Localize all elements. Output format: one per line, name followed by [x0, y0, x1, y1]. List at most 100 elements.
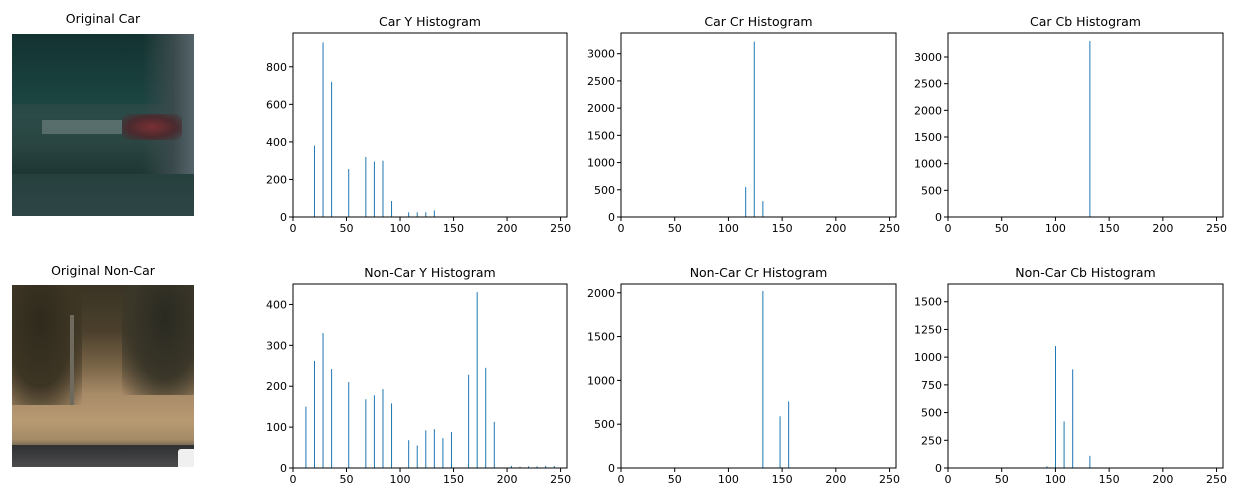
y-tick-label-car-cr-2000: 2000 [587, 102, 615, 115]
bar-non-car-y-24 [553, 465, 555, 468]
plot-frame-car-cr [620, 32, 897, 218]
plot-frame-car-cb [947, 32, 1224, 218]
bar-car-cb-0 [1089, 41, 1091, 217]
x-tick-label-car-y-100: 100 [390, 222, 411, 235]
bar-car-y-10 [425, 212, 427, 217]
bar-non-car-y-18 [493, 421, 495, 468]
bar-non-car-y-22 [536, 466, 538, 468]
x-tick-label-non-car-y-150: 150 [443, 473, 464, 486]
y-tick-label-non-car-y-100: 100 [266, 421, 287, 434]
bar-non-car-y-11 [425, 430, 427, 468]
y-tick-label-car-cr-0: 0 [608, 211, 615, 224]
bar-non-car-cb-4 [1089, 455, 1091, 468]
bar-non-car-cr-1 [779, 416, 781, 468]
y-tick-label-non-car-y-400: 400 [266, 298, 287, 311]
y-tick-label-non-car-cb-1000: 1000 [914, 351, 942, 364]
x-tick-label-non-car-cr-0: 0 [618, 473, 625, 486]
bar-non-car-cb-1 [1054, 346, 1056, 468]
y-tick-label-non-car-cb-500: 500 [921, 407, 942, 420]
y-tick-label-car-y-0: 0 [280, 211, 287, 224]
chart-title-non-car-cb: Non-Car Cb Histogram [1015, 265, 1156, 280]
plot-frame-non-car-cr [620, 283, 897, 469]
car-image [12, 34, 194, 216]
x-tick-label-non-car-y-200: 200 [497, 473, 518, 486]
x-tick-label-non-car-cr-200: 200 [825, 473, 846, 486]
bar-non-car-y-19 [510, 465, 512, 468]
y-tick-label-car-y-800: 800 [266, 61, 287, 74]
x-tick-label-non-car-y-0: 0 [290, 473, 297, 486]
x-tick-label-car-cr-50: 50 [668, 222, 682, 235]
bar-car-y-4 [365, 156, 367, 217]
y-tick-label-non-car-y-300: 300 [266, 339, 287, 352]
x-tick-label-non-car-cr-50: 50 [668, 473, 682, 486]
chart-title-car-y: Car Y Histogram [379, 14, 481, 29]
x-tick-label-car-cr-250: 250 [879, 222, 900, 235]
bar-non-car-y-14 [450, 432, 452, 468]
chart-title-non-car-y: Non-Car Y Histogram [364, 265, 496, 280]
x-tick-label-non-car-cb-0: 0 [945, 473, 952, 486]
x-tick-label-non-car-cr-150: 150 [772, 473, 793, 486]
x-tick-label-car-y-150: 150 [443, 222, 464, 235]
x-tick-label-non-car-cb-50: 50 [995, 473, 1009, 486]
bar-non-car-cr-2 [788, 401, 790, 468]
x-tick-label-non-car-cb-250: 250 [1206, 473, 1227, 486]
x-tick-label-car-cb-200: 200 [1152, 222, 1173, 235]
bar-non-car-cr-0 [762, 291, 764, 468]
y-tick-label-car-cb-2500: 2500 [914, 78, 942, 91]
y-tick-label-car-cb-1000: 1000 [914, 158, 942, 171]
bar-non-car-y-3 [331, 369, 333, 468]
x-tick-label-non-car-cb-150: 150 [1099, 473, 1120, 486]
bar-car-cr-0 [745, 187, 747, 217]
x-tick-label-car-y-50: 50 [340, 222, 354, 235]
bar-car-y-7 [391, 201, 393, 217]
chart-title-car-cb: Car Cb Histogram [1030, 14, 1141, 29]
bar-car-y-6 [382, 160, 384, 217]
bar-car-y-5 [373, 161, 375, 217]
chart-title-non-car-cr: Non-Car Cr Histogram [689, 265, 828, 280]
chart-non-car-cr: 0 50 100 150 200 250 0 500 1000 1500 2000 [587, 283, 900, 486]
bar-non-car-y-8 [391, 403, 393, 468]
x-tick-label-car-cb-0: 0 [945, 222, 952, 235]
x-tick-label-car-y-250: 250 [550, 222, 571, 235]
image-title-original-non-car: Original Non-Car [51, 263, 155, 278]
bar-non-car-cb-3 [1072, 369, 1074, 468]
y-tick-label-non-car-cb-750: 750 [921, 379, 942, 392]
bar-car-cr-1 [753, 41, 755, 218]
y-tick-label-non-car-y-0: 0 [280, 462, 287, 475]
x-tick-label-car-cb-100: 100 [1045, 222, 1066, 235]
x-tick-label-non-car-y-50: 50 [340, 473, 354, 486]
bar-non-car-y-16 [476, 292, 478, 468]
x-tick-label-non-car-cb-200: 200 [1152, 473, 1173, 486]
y-tick-label-car-cr-2500: 2500 [587, 75, 615, 88]
x-tick-label-non-car-cr-250: 250 [879, 473, 900, 486]
bar-car-cr-2 [762, 201, 764, 217]
bar-car-y-2 [331, 81, 333, 217]
chart-non-car-cb: 0 50 100 150 200 250 0 250 500 750 1000 1250 1500 [914, 283, 1227, 486]
bar-non-car-y-17 [485, 367, 487, 468]
bar-non-car-y-1 [313, 360, 315, 468]
bar-non-car-y-9 [408, 440, 410, 468]
y-tick-label-car-y-600: 600 [266, 98, 287, 111]
non-car-image [12, 285, 194, 467]
y-tick-label-car-cb-3000: 3000 [914, 51, 942, 64]
bar-non-car-y-7 [382, 389, 384, 468]
x-tick-label-non-car-cb-100: 100 [1045, 473, 1066, 486]
y-tick-label-non-car-cr-1500: 1500 [587, 331, 615, 344]
chart-title-car-cr: Car Cr Histogram [704, 14, 813, 29]
bar-non-car-y-23 [545, 465, 547, 468]
bar-non-car-y-10 [416, 445, 418, 468]
y-tick-label-car-cr-3000: 3000 [587, 48, 615, 61]
y-tick-label-car-cr-1500: 1500 [587, 129, 615, 142]
y-tick-label-non-car-cr-1000: 1000 [587, 374, 615, 387]
chart-car-y: 0 50 100 150 200 250 0 200 400 600 800 [266, 32, 571, 235]
bar-non-car-y-20 [519, 466, 521, 468]
bar-non-car-cb-2 [1063, 421, 1065, 468]
y-tick-label-non-car-cb-1250: 1250 [914, 323, 942, 336]
y-tick-label-car-cb-1500: 1500 [914, 131, 942, 144]
y-tick-label-car-cr-1000: 1000 [587, 157, 615, 170]
bar-car-y-11 [433, 210, 435, 217]
bar-non-car-y-2 [322, 333, 324, 468]
